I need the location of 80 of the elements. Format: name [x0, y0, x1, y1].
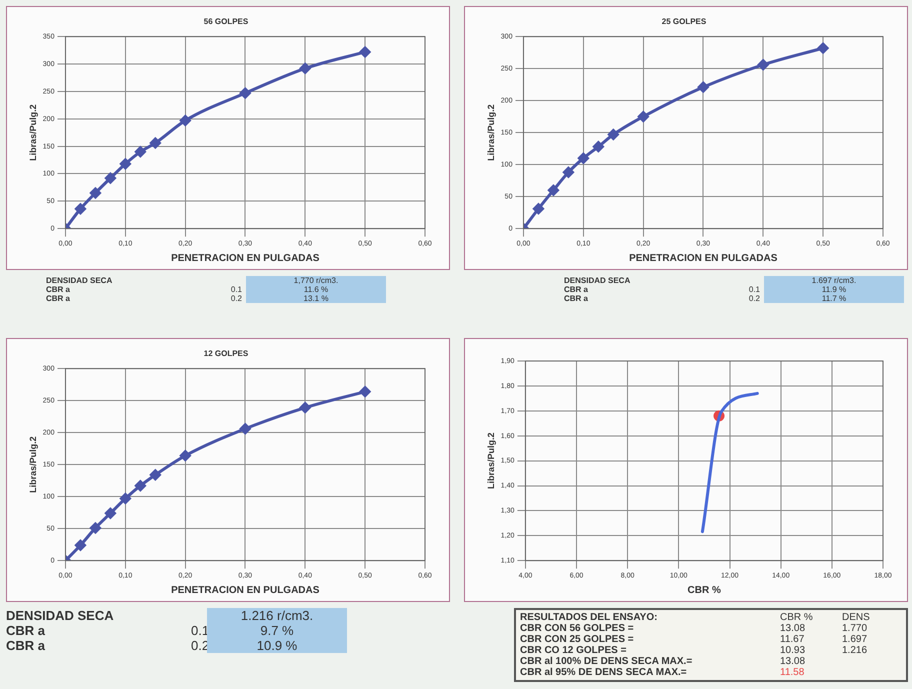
chart-title: 12 GOLPES — [204, 349, 249, 358]
point — [74, 540, 86, 551]
text: 1.216 — [842, 645, 868, 656]
point — [592, 141, 604, 152]
point — [360, 386, 371, 398]
point — [180, 450, 191, 462]
text: DENS — [842, 612, 871, 623]
text: CBR a — [46, 294, 72, 303]
point — [120, 493, 131, 504]
text: 0.1 — [191, 623, 210, 638]
point — [532, 203, 544, 214]
point — [562, 166, 574, 178]
text: 11.58 — [780, 667, 806, 678]
point — [360, 46, 371, 58]
point — [300, 62, 311, 74]
text: 13.08 — [780, 656, 806, 667]
point — [758, 59, 769, 70]
point — [180, 115, 191, 126]
text: DENSIDAD SECA — [6, 608, 115, 623]
point — [240, 423, 251, 434]
point — [120, 158, 131, 170]
text: CBR a — [6, 623, 46, 638]
text: 9.7 % — [260, 623, 294, 638]
text: DENSIDAD SECA — [564, 276, 632, 285]
x-axis-title: CBR % — [688, 584, 721, 596]
x-axis-title: PENETRACION EN PULGADAS — [171, 584, 320, 596]
point — [90, 522, 101, 534]
text: CBR al 95% DE DENS SECA MAX.= — [520, 667, 688, 678]
point — [150, 469, 161, 480]
point — [608, 129, 619, 140]
point — [134, 146, 146, 158]
point — [698, 82, 709, 93]
y-axis-title: Libras/Pulg.2 — [28, 436, 38, 493]
text: 10.9 % — [256, 638, 298, 653]
text: CBR % — [780, 612, 814, 623]
text: 1.697 r/cm3. — [764, 276, 904, 285]
point — [240, 88, 251, 99]
point — [134, 480, 146, 492]
text: RESULTADOS DEL ENSAYO: — [520, 612, 658, 623]
point — [150, 138, 161, 149]
point — [90, 187, 101, 198]
point — [104, 172, 116, 184]
text: 0.2 — [748, 294, 761, 303]
text: 0.1 — [230, 285, 243, 294]
y-axis-title: Libras/Pulg.2 — [486, 104, 496, 161]
text: DENSIDAD SECA — [46, 276, 114, 285]
chart-title: 56 GOLPES — [204, 17, 249, 26]
text: 11.7 % — [764, 294, 904, 303]
point — [548, 184, 559, 196]
point — [578, 152, 589, 164]
point — [638, 111, 649, 122]
text: CBR a — [564, 285, 590, 294]
text: CBR a — [564, 294, 590, 303]
text: 1.697 — [842, 634, 868, 645]
text: 0.1 — [748, 285, 761, 294]
text: 1.770 — [842, 623, 868, 634]
text: CBR a — [6, 638, 46, 653]
chart-title: 25 GOLPES — [662, 17, 707, 26]
text: 11.9 % — [764, 285, 904, 294]
x-axis-title: PENETRACION EN PULGADAS — [171, 252, 320, 264]
point — [74, 203, 86, 214]
x-axis-title: PENETRACION EN PULGADAS — [629, 252, 778, 264]
text: 1.216 r/cm3. — [207, 608, 347, 623]
point — [818, 42, 829, 54]
text: 11.67 — [780, 634, 806, 645]
point — [300, 402, 311, 414]
y-axis-title: Libras/Pulg.2 — [28, 104, 38, 161]
text: 1,770 r/cm3. — [246, 276, 386, 285]
text: 11.6 % — [246, 285, 386, 294]
y-axis-title: Libras/Pulg.2 — [486, 432, 496, 490]
text: CBR CON 25 GOLPES = — [520, 634, 635, 645]
text: 13.08 — [780, 623, 806, 634]
text: CBR CON 56 GOLPES = — [520, 623, 635, 634]
text: 0.2 — [230, 294, 243, 303]
text: 13.1 % — [246, 294, 386, 303]
text: CBR a — [46, 285, 72, 294]
text: CBR al 100% DE DENS SECA MAX.= — [520, 656, 694, 667]
text: 10.93 — [780, 645, 806, 656]
point — [104, 508, 116, 519]
text: CBR CO 12 GOLPES = — [520, 645, 628, 656]
